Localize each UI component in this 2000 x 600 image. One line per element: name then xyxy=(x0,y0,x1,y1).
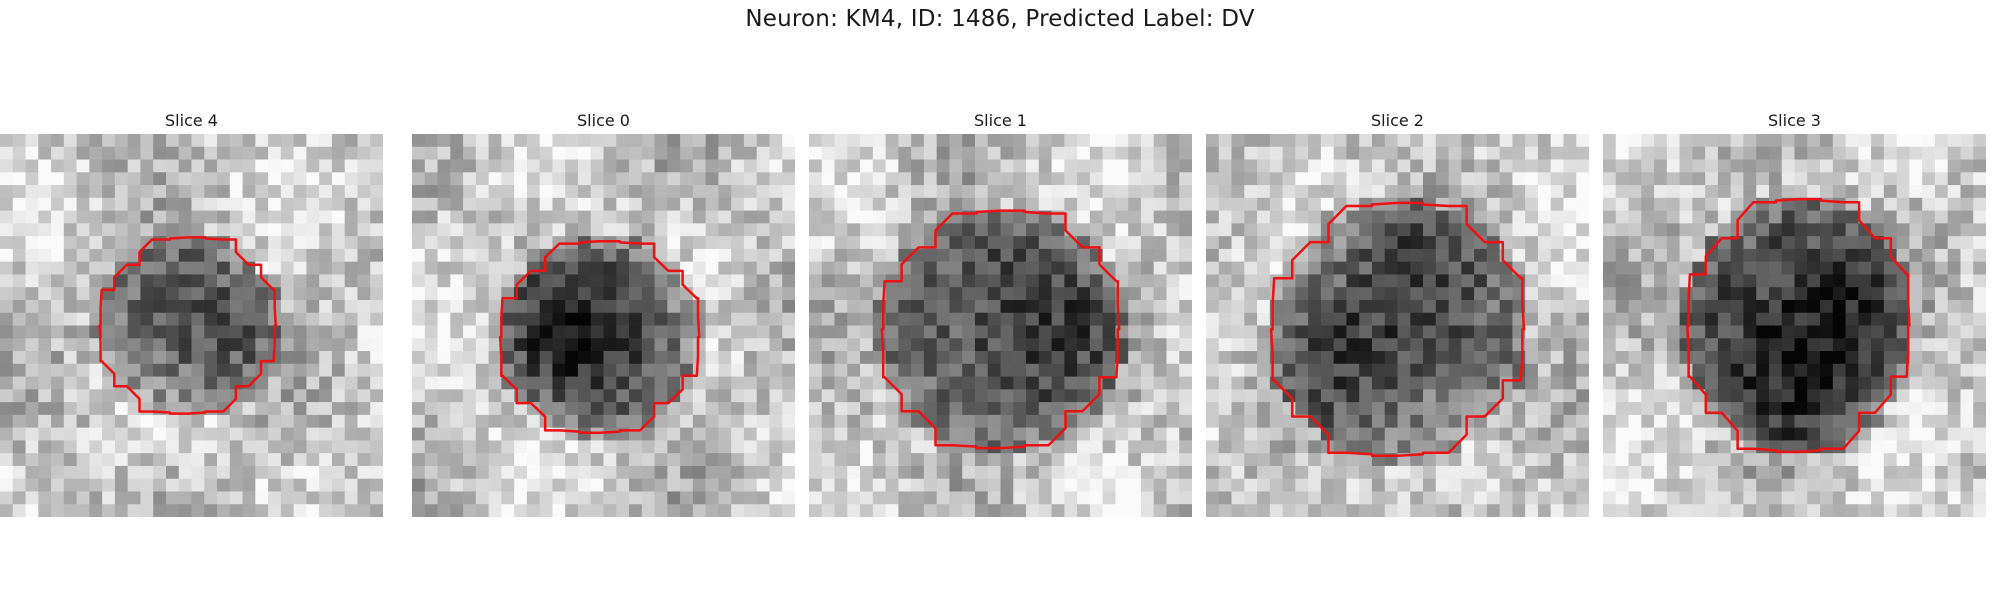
segmentation-contour-4 xyxy=(98,236,278,415)
slice-panel-4: Slice 4 xyxy=(0,108,383,517)
slice-image-2 xyxy=(1206,134,1589,517)
slice-pixels-3 xyxy=(1603,134,1986,517)
slice-image-4 xyxy=(0,134,383,517)
segmentation-contour-0 xyxy=(498,239,701,434)
slice-title-3: Slice 3 xyxy=(1768,111,1821,130)
slice-title-0: Slice 0 xyxy=(577,111,630,130)
slice-pixels-1 xyxy=(809,134,1192,517)
segmentation-contour-1 xyxy=(880,209,1121,450)
slice-pixels-0 xyxy=(412,134,795,517)
slice-panel-2: Slice 2 xyxy=(1206,108,1589,517)
figure-title: Neuron: KM4, ID: 1486, Predicted Label: … xyxy=(745,6,1255,32)
segmentation-contour-3 xyxy=(1686,197,1911,454)
slice-image-0 xyxy=(412,134,795,517)
segmentation-contour-2 xyxy=(1269,201,1526,457)
slice-panel-0: Slice 0 xyxy=(412,108,795,517)
slice-title-1: Slice 1 xyxy=(974,111,1027,130)
slice-image-1 xyxy=(809,134,1192,517)
slice-pixels-2 xyxy=(1206,134,1589,517)
slice-title-4: Slice 4 xyxy=(165,111,218,130)
slice-panel-3: Slice 3 xyxy=(1603,108,1986,517)
slice-title-2: Slice 2 xyxy=(1371,111,1424,130)
slice-image-3 xyxy=(1603,134,1986,517)
slice-panel-1: Slice 1 xyxy=(809,108,1192,517)
slice-pixels-4 xyxy=(0,134,383,517)
